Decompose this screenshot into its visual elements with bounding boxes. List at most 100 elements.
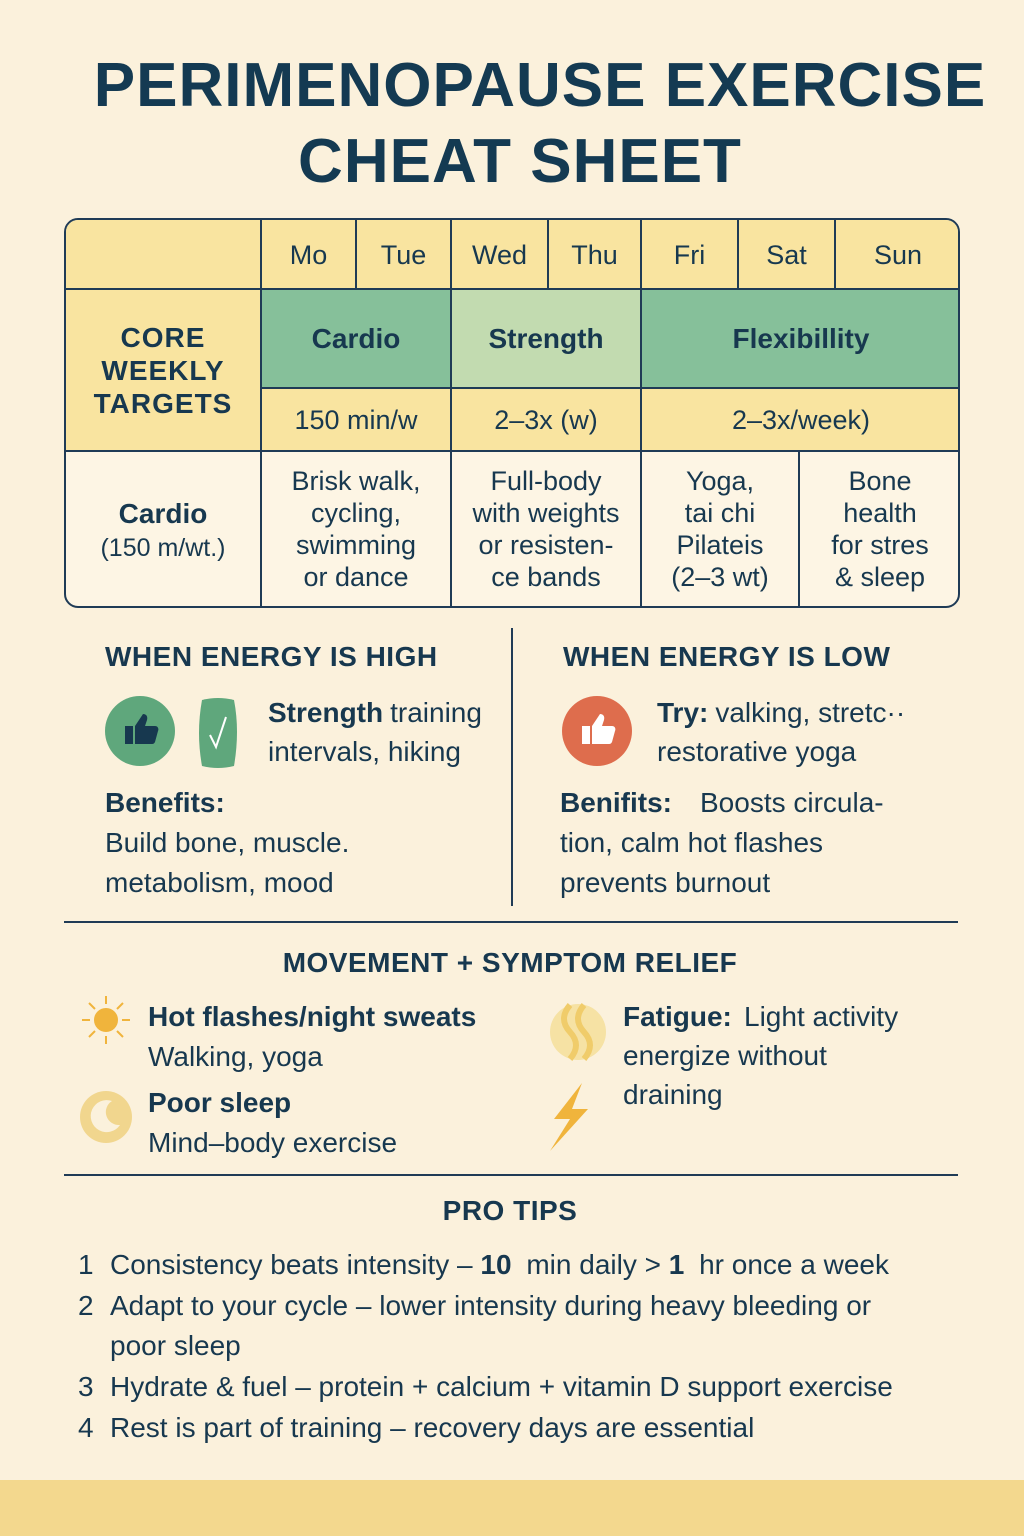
text-part: training	[390, 697, 482, 728]
day-header: Mo	[260, 220, 355, 290]
text-line: Rest is part of training – recovery days…	[110, 1412, 754, 1444]
footer-band	[0, 1480, 1024, 1536]
text-part: poor sleep	[110, 1330, 241, 1362]
row-label-main: Cardio	[118, 498, 208, 529]
activity-line: Full-body	[490, 466, 602, 496]
section-heading: MOVEMENT + SYMPTOM RELIEF	[282, 947, 738, 978]
row-label: Cardio (150 m/wt.)	[66, 452, 260, 606]
group-name: Strength	[450, 288, 640, 387]
section-heading: WHEN ENERGY IS HIGH	[105, 641, 438, 672]
symptom-text: Mind–body exercise	[148, 1127, 398, 1158]
group-target: 2–3x/week)	[640, 387, 958, 450]
row-label-sub: (150 m/wt.)	[100, 534, 226, 562]
text-part: Rest is part of training – recovery days…	[110, 1411, 755, 1443]
tip-number: 1	[78, 1249, 94, 1280]
benefits-line: tion, calm hot flashes	[560, 827, 824, 858]
sun-icon	[82, 996, 130, 1044]
moon-icon	[80, 1091, 132, 1143]
text-part: valking, stretc··	[715, 697, 906, 728]
text-line: Consistency beats intensity – 10 min dai…	[110, 1249, 889, 1281]
day-header: Sun	[834, 220, 958, 290]
text-part: Consistency beats intensity –	[110, 1249, 481, 1280]
text-part: Adapt to your cycle – lower intensity du…	[110, 1289, 872, 1321]
activity-cell: Yoga, tai chi Pilateis (2–3 wt)	[640, 452, 798, 606]
targets-label-line: TARGETS	[93, 387, 233, 419]
activity-line: tai chi	[684, 498, 756, 528]
text-part: hr once a week	[691, 1249, 889, 1280]
text-line: restorative yoga	[657, 736, 856, 768]
section-heading: WHEN ENERGY IS LOW	[563, 641, 891, 672]
symptom-title: Poor sleep	[148, 1087, 292, 1118]
day-header: Tue	[355, 220, 450, 290]
thumbs-up-icon	[105, 696, 175, 766]
text-part: Try:	[657, 697, 709, 728]
symptom-text: draining	[623, 1079, 723, 1110]
text-part: restorative yoga	[657, 736, 857, 767]
group-target: 150 min/w	[260, 387, 450, 450]
activity-line: Brisk walk,	[291, 466, 421, 496]
text-part: 10	[480, 1249, 512, 1280]
benefits-label: Benifits:	[560, 787, 672, 818]
tip-number: 4	[78, 1411, 94, 1443]
day-header: Thu	[547, 220, 640, 290]
targets-label-line: WEEKLY	[101, 354, 225, 386]
group-name: Cardio	[260, 288, 450, 387]
symptom-text: energize without	[623, 1040, 827, 1071]
rule	[66, 450, 958, 452]
activity-cell: Brisk walk, cycling, swimming or dance	[260, 452, 450, 606]
activity-line: for stres	[831, 530, 929, 560]
benefits-line: Build bone, muscle.	[105, 827, 350, 858]
benefits-line: Boosts circula-	[700, 787, 884, 818]
activity-line: Bone	[848, 466, 912, 496]
activity-line: (2–3 wt)	[671, 562, 769, 592]
text-part: 1	[668, 1249, 685, 1280]
title-line: CHEAT SHEET	[298, 127, 742, 196]
activity-line: ce bands	[491, 562, 601, 592]
benefits-label: Benefits:	[105, 787, 225, 818]
benefits-line: prevents burnout	[560, 867, 771, 898]
activity-line: with weights	[472, 498, 620, 528]
group-name: Flexibillity	[640, 288, 958, 387]
activity-cell: Bone health for stres & sleep	[798, 452, 958, 606]
targets-label: CORE WEEKLY TARGETS	[66, 220, 260, 450]
text-line: Try: valking, stretc··	[657, 697, 905, 729]
bolt-icon	[550, 1083, 588, 1151]
text-part: intervals, hiking	[268, 736, 461, 767]
activity-line: Pilateis	[676, 530, 764, 560]
section-heading: PRO TIPS	[442, 1195, 578, 1226]
schedule-table: Mo Tue Wed Thu Fri Sat Sun CORE WEEKLY TARGETS Car…	[64, 218, 960, 608]
title-line: PERIMENOPAUSE EXERCISE	[93, 51, 987, 120]
activity-cell: Full-body with weights or resisten-ce band…	[450, 452, 640, 606]
tip-number: 3	[78, 1371, 94, 1403]
divider	[64, 921, 958, 923]
symptom-text: Light activity	[744, 1001, 899, 1032]
targets-label-line: CORE	[120, 321, 206, 353]
symptom-text: Walking, yoga	[148, 1041, 323, 1072]
activity-line: or resisten-	[478, 530, 614, 560]
text-part: min daily >	[518, 1249, 669, 1280]
flame-icon	[550, 1003, 606, 1061]
text-line: Adapt to your cycle – lower intensity du…	[110, 1290, 871, 1322]
day-header: Wed	[450, 220, 547, 290]
benefits-line: metabolism, mood	[105, 867, 334, 898]
divider	[64, 1174, 958, 1176]
group-target: 2–3x (w)	[450, 387, 640, 450]
divider	[511, 628, 513, 906]
activity-line: swimming	[295, 530, 416, 560]
thumbs-up-icon	[562, 696, 632, 766]
symptom-title: Hot flashes/night sweats	[148, 1001, 477, 1032]
tip-number: 2	[78, 1289, 94, 1321]
check-icon	[199, 698, 237, 768]
activity-line: or dance	[303, 562, 409, 592]
text-line: poor sleep	[110, 1330, 241, 1362]
text-line: intervals, hiking	[268, 736, 461, 768]
text-line: Strength training	[268, 697, 482, 729]
day-header: Sat	[737, 220, 834, 290]
text-part: Strength	[268, 697, 384, 728]
activity-line: & sleep	[834, 562, 926, 592]
text-line: Hydrate & fuel – protein + calcium + vit…	[110, 1371, 893, 1403]
text-part: Hydrate & fuel – protein + calcium + vit…	[110, 1371, 893, 1403]
activity-line: Yoga,	[685, 466, 755, 496]
symptom-title: Fatigue:	[623, 1001, 732, 1032]
